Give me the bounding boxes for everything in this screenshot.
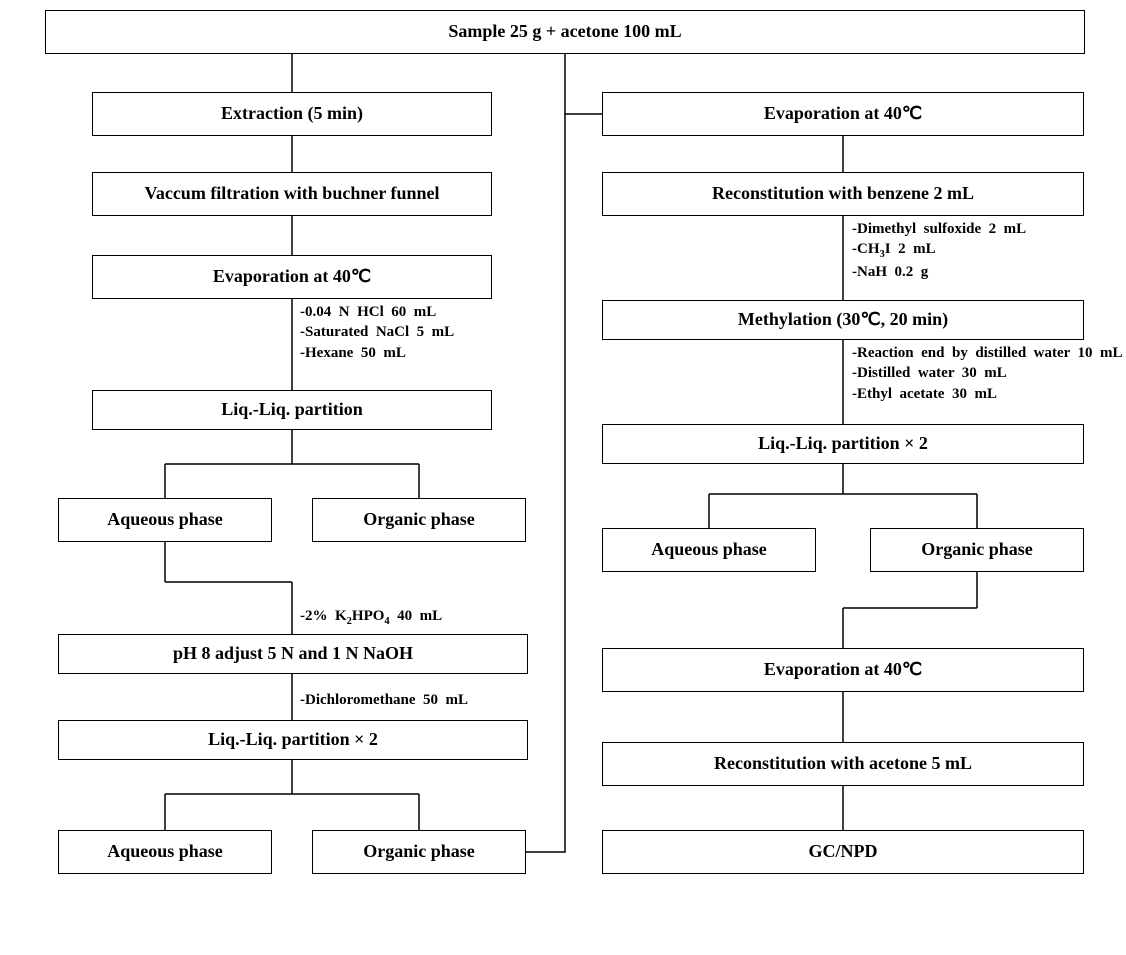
flow-node-l_filt: Vaccum filtration with buchner funnel bbox=[92, 172, 492, 216]
flow-note-rn2: -Reaction end by distilled water 10 mL -… bbox=[852, 343, 1123, 404]
flow-node-r_recon1: Reconstitution with benzene 2 mL bbox=[602, 172, 1084, 216]
flow-node-l_org2: Organic phase bbox=[312, 830, 526, 874]
flow-node-n_top: Sample 25 g + acetone 100 mL bbox=[45, 10, 1085, 54]
flow-node-l_aq1: Aqueous phase bbox=[58, 498, 272, 542]
flow-node-r_meth: Methylation (30℃, 20 min) bbox=[602, 300, 1084, 340]
flow-edges bbox=[0, 0, 1126, 955]
flow-node-l_extract: Extraction (5 min) bbox=[92, 92, 492, 136]
flow-node-r_evap2: Evaporation at 40℃ bbox=[602, 648, 1084, 692]
flow-node-r_org: Organic phase bbox=[870, 528, 1084, 572]
flow-node-l_evap: Evaporation at 40℃ bbox=[92, 255, 492, 299]
flow-node-r_recon2: Reconstitution with acetone 5 mL bbox=[602, 742, 1084, 786]
flow-node-l_org1: Organic phase bbox=[312, 498, 526, 542]
flow-note-ln3: -Dichloromethane 50 mL bbox=[300, 690, 468, 710]
flow-note-ln2: -2% K2HPO4 40 mL bbox=[300, 606, 442, 629]
flow-node-r_aq: Aqueous phase bbox=[602, 528, 816, 572]
flow-node-r_evap1: Evaporation at 40℃ bbox=[602, 92, 1084, 136]
flow-node-l_aq2: Aqueous phase bbox=[58, 830, 272, 874]
flow-note-ln1: -0.04 N HCl 60 mL -Saturated NaCl 5 mL -… bbox=[300, 302, 454, 363]
flow-node-r_llp: Liq.-Liq. partition × 2 bbox=[602, 424, 1084, 464]
flow-note-rn1: -Dimethyl sulfoxide 2 mL-CH3I 2 mL-NaH 0… bbox=[852, 219, 1026, 283]
flow-node-r_gc: GC/NPD bbox=[602, 830, 1084, 874]
flowchart-canvas: Sample 25 g + acetone 100 mL Extraction (… bbox=[0, 0, 1126, 955]
flow-node-l_llp1: Liq.-Liq. partition bbox=[92, 390, 492, 430]
flow-node-l_ph: pH 8 adjust 5 N and 1 N NaOH bbox=[58, 634, 528, 674]
flow-edge-16 bbox=[526, 114, 602, 852]
flow-node-l_llp2: Liq.-Liq. partition × 2 bbox=[58, 720, 528, 760]
